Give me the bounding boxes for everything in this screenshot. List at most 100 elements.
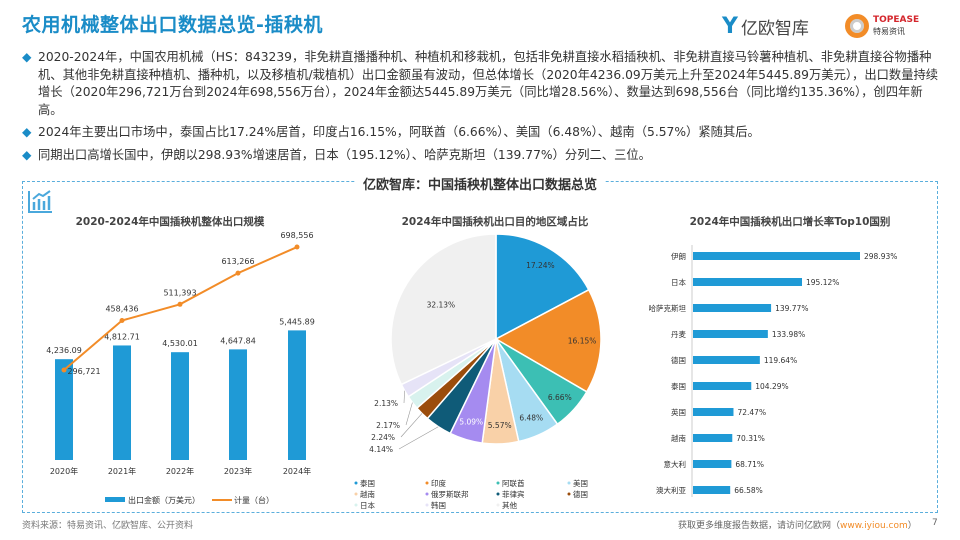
legend-marker — [425, 492, 429, 496]
legend-marker — [354, 503, 358, 507]
amount-bar — [171, 352, 189, 460]
country-label: 英国 — [671, 407, 686, 417]
country-label: 日本 — [671, 277, 686, 287]
quantity-point — [177, 301, 183, 307]
growth-label: 119.64% — [764, 356, 797, 365]
topease-logo-icon — [845, 14, 869, 38]
legend-label: 印度 — [431, 478, 446, 488]
growth-bar — [693, 356, 760, 364]
growth-label: 68.71% — [735, 460, 764, 469]
legend-marker — [496, 492, 500, 496]
quantity-label: 613,266 — [221, 257, 254, 266]
country-label: 伊朗 — [671, 251, 686, 261]
quantity-point — [61, 367, 67, 373]
legend-marker — [354, 481, 358, 485]
legend-amount: 出口金额（万美元） — [128, 495, 200, 505]
growth-bar — [693, 434, 733, 442]
bullet-text: 2024年主要出口市场中，泰国占比17.24%居首，印度占16.15%，阿联酋（… — [38, 125, 760, 139]
quantity-label: 511,393 — [163, 288, 196, 297]
chart2-title: 2024年中国插秧机出口目的地区域占比 — [401, 216, 589, 228]
growth-bar — [693, 408, 734, 416]
growth-bar — [693, 304, 772, 312]
amount-label: 4,236.09 — [46, 346, 82, 355]
pie-label: 32.13% — [427, 300, 456, 309]
x-tick-label: 2022年 — [166, 466, 194, 476]
country-label: 澳大利亚 — [656, 485, 686, 495]
legend-label: 韩国 — [431, 500, 446, 510]
legend-label: 俄罗斯联邦 — [431, 489, 469, 499]
legend-marker — [425, 503, 429, 507]
growth-label: 195.12% — [806, 278, 839, 287]
diamond-icon: ◆ — [22, 50, 32, 64]
legend-marker — [496, 481, 500, 485]
pie-leader-line — [398, 426, 439, 450]
quantity-point — [235, 270, 241, 276]
growth-bar — [693, 460, 732, 468]
legend-label: 菲律宾 — [502, 489, 525, 499]
legend-label: 越南 — [360, 489, 375, 499]
pie-label: 17.24% — [526, 261, 555, 270]
growth-bar — [693, 486, 731, 494]
legend-label: 阿联酋 — [502, 478, 525, 488]
chart1-title: 2020-2024年中国插秧机整体出口规模 — [75, 216, 265, 228]
panel-title: 亿欧智库：中国插秧机整体出口数据总览 — [354, 178, 605, 193]
legend-quantity: 计量（台） — [234, 495, 274, 505]
pie-slice — [390, 233, 497, 386]
iyiou-logo: Y 亿欧智库 — [722, 14, 809, 39]
quantity-label: 296,721 — [67, 367, 100, 376]
iyiou-logo-icon: Y — [722, 14, 738, 39]
bullet-item: ◆ 同期出口高增长国中，伊朗以298.93%增速居首，日本（195.12%）、哈萨… — [22, 147, 942, 165]
growth-bar — [693, 330, 768, 338]
pie-label: 5.57% — [488, 421, 512, 430]
pie-slice — [495, 233, 590, 341]
quantity-point — [294, 244, 300, 250]
country-label: 德国 — [671, 355, 686, 365]
legend-label: 德国 — [573, 489, 588, 499]
country-label: 泰国 — [671, 381, 686, 391]
bar-chart-icon — [28, 190, 52, 213]
x-tick-label: 2021年 — [108, 466, 136, 476]
growth-label: 133.98% — [772, 330, 805, 339]
diamond-icon: ◆ — [22, 125, 32, 139]
diamond-icon: ◆ — [22, 147, 32, 162]
pie-leader-line — [400, 413, 423, 438]
amount-bar — [229, 349, 247, 460]
growth-label: 298.93% — [864, 252, 897, 261]
country-label: 意大利 — [664, 459, 687, 469]
amount-bar — [55, 359, 73, 460]
growth-bar — [693, 252, 860, 260]
amount-bar — [288, 330, 306, 460]
growth-label: 70.31% — [736, 434, 765, 443]
chart-panel: 亿欧智库：中国插秧机整体出口数据总览 — [22, 178, 938, 513]
website-link[interactable]: www.iyiou.com — [840, 521, 908, 531]
x-tick-label: 2020年 — [50, 466, 78, 476]
topease-logo: TOPEASE 特易资讯 — [845, 14, 919, 38]
footer-link-text: 获取更多维度报告数据，请访问亿欧网（www.iyiou.com） — [678, 518, 917, 531]
legend-marker — [354, 492, 358, 496]
quantity-point — [119, 318, 125, 324]
chart3-title: 2024年中国插秧机出口增长率Top10国别 — [689, 216, 891, 228]
amount-label: 4,647.84 — [220, 336, 256, 345]
legend-bar-swatch — [105, 497, 125, 502]
legend-marker — [425, 481, 429, 485]
legend-marker — [496, 503, 500, 507]
quantity-label: 698,556 — [280, 231, 313, 240]
pie-label: 2.13% — [374, 399, 398, 408]
pie-label: 2.17% — [376, 421, 400, 430]
country-label: 哈萨克斯坦 — [649, 303, 687, 313]
country-label: 越南 — [671, 433, 686, 443]
quantity-label: 458,436 — [105, 305, 138, 314]
pie-label: 6.66% — [548, 393, 572, 402]
growth-label: 104.29% — [755, 382, 788, 391]
amount-bar — [113, 345, 131, 460]
growth-bar — [693, 382, 752, 390]
pie-label: 4.14% — [369, 445, 393, 454]
bullet-item: ◆ 2020-2024年，中国农用机械（HS：843239，非免耕直播播种机、种植… — [22, 49, 942, 119]
bullet-text: 同期出口高增长国中，伊朗以298.93%增速居首，日本（195.12%）、哈萨克… — [38, 147, 651, 162]
growth-label: 72.47% — [737, 408, 766, 417]
x-tick-label: 2023年 — [224, 466, 252, 476]
growth-label: 66.58% — [734, 486, 763, 495]
bullet-item: ◆ 2024年主要出口市场中，泰国占比17.24%居首，印度占16.15%，阿联酋… — [22, 124, 942, 142]
page-number: 7 — [932, 518, 938, 528]
